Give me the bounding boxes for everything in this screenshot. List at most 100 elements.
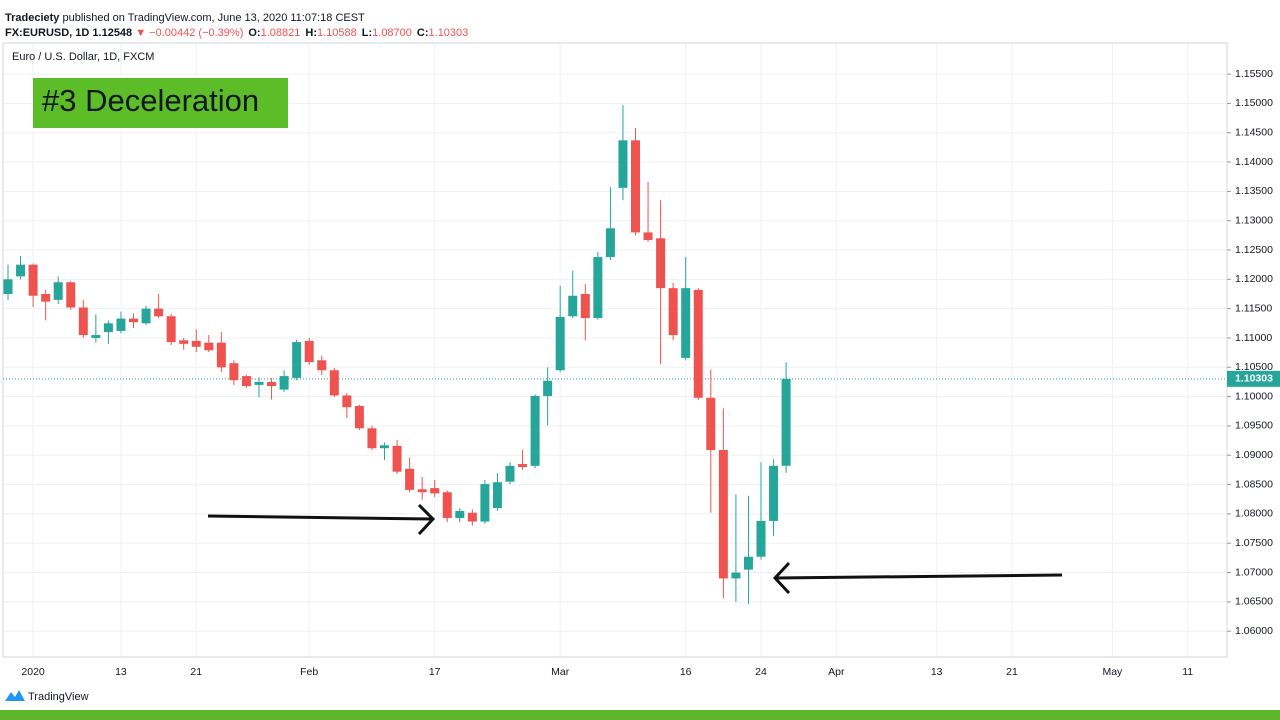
chart-frame <box>2 42 1228 658</box>
header-line-1: Tradeciety published on TradingView.com,… <box>5 12 365 24</box>
candle-body <box>254 381 264 385</box>
last-price-box <box>1227 370 1280 387</box>
x-tick-label: 17 <box>429 666 441 678</box>
candle-body <box>354 406 364 429</box>
bottom-bar <box>0 710 1280 720</box>
grid <box>3 43 1227 657</box>
ohlc: O:1.08821 H:1.10588 L:1.08700 C:1.10303 <box>248 27 468 39</box>
candle-body <box>643 232 653 241</box>
y-tick-label: 1.14500 <box>1235 127 1273 139</box>
candle-body <box>166 316 176 343</box>
y-tick-label: 1.08500 <box>1235 478 1273 490</box>
candle-body <box>292 342 302 378</box>
candle-body <box>656 238 666 289</box>
footer-logo <box>5 690 25 701</box>
x-tick-label: Apr <box>828 666 845 678</box>
candle-body <box>28 264 38 296</box>
y-tick-label: 1.13000 <box>1235 214 1273 226</box>
candle-body <box>204 342 214 351</box>
candle-body <box>154 308 164 317</box>
y-tick-label: 1.06500 <box>1235 596 1273 608</box>
footer-brand: TradingView <box>28 691 89 703</box>
arrow <box>772 561 1063 595</box>
y-tick-label: 1.08000 <box>1235 508 1273 520</box>
ohlc-key: L: <box>362 27 372 39</box>
candle-body <box>241 376 251 387</box>
candle-body <box>3 279 13 294</box>
ohlc-key: O: <box>248 27 260 39</box>
candle-body <box>405 468 415 490</box>
candle-body <box>430 488 440 494</box>
y-tick-label: 1.13500 <box>1235 185 1273 197</box>
candle-body <box>191 340 201 347</box>
candle-body <box>693 289 703 398</box>
plot: 1.06000 1.06500 1.07000 1.07500 1.08000 1.085… <box>3 68 1280 678</box>
header-line-2: FX:EURUSD, 1D 1.12548 ▼ −0.00442 (−0.39%… <box>5 27 468 39</box>
chart-title: Euro / U.S. Dollar, 1D, FXCM <box>12 51 154 63</box>
candle-body <box>681 288 691 358</box>
candle-body <box>317 360 327 371</box>
x-tick-label: 21 <box>190 666 202 678</box>
candle-body <box>756 520 766 557</box>
candle-body <box>91 335 101 338</box>
x-tick-label: Feb <box>300 666 318 678</box>
candle-body <box>505 465 515 482</box>
annotation: #3 Deceleration <box>42 83 259 118</box>
candle-body <box>41 293 51 302</box>
x-tick-label: Mar <box>551 666 570 678</box>
candle-body <box>78 307 88 336</box>
candle-body <box>769 465 779 521</box>
price: 1.12548 <box>92 27 132 39</box>
candle-body <box>530 396 540 466</box>
candle-body <box>555 316 565 371</box>
y-tick-label: 1.10500 <box>1235 361 1273 373</box>
candle-body <box>731 572 741 579</box>
candle-body <box>116 318 126 331</box>
last-price-label: 1.10303 <box>1235 373 1273 385</box>
ohlc-key: H: <box>305 27 317 39</box>
change: ▼ −0.00442 (−0.39%) <box>135 27 243 39</box>
candle-body <box>781 378 791 466</box>
candle-body <box>392 445 402 472</box>
ohlc-value: 1.10588 <box>317 27 357 39</box>
x-tick-label: May <box>1102 666 1123 678</box>
y-tick-label: 1.11500 <box>1235 302 1272 314</box>
candle-body <box>455 510 465 519</box>
candle-body <box>706 397 716 450</box>
candle-body <box>442 492 452 519</box>
candle-body <box>543 380 553 397</box>
candle-body <box>329 370 339 396</box>
annotation-box <box>33 78 288 128</box>
candle-body <box>743 556 753 570</box>
y-tick-label: 1.09000 <box>1235 449 1273 461</box>
y-tick-label: 1.12000 <box>1235 273 1273 285</box>
x-tick-label: 13 <box>931 666 943 678</box>
x-tick-label: 16 <box>680 666 692 678</box>
candle-body <box>480 484 490 522</box>
y-tick-label: 1.14000 <box>1235 156 1273 168</box>
symbol: FX:EURUSD, 1D <box>5 27 89 39</box>
candle-body <box>417 489 427 493</box>
candle-body <box>580 293 590 319</box>
ohlc-value: 1.08700 <box>372 27 412 39</box>
x-tick-label: 13 <box>115 666 127 678</box>
candle-body <box>518 464 528 467</box>
candle-body <box>367 428 377 449</box>
candle-body <box>304 340 314 363</box>
arrow <box>207 503 436 536</box>
y-tick-label: 1.11000 <box>1235 332 1272 344</box>
ohlc-value: 1.10303 <box>429 27 469 39</box>
candle-body <box>216 342 226 368</box>
candle-body <box>267 381 277 387</box>
candle-body <box>66 282 76 308</box>
candle-body <box>141 308 151 324</box>
candle-body <box>492 482 502 509</box>
candle-body <box>16 264 26 277</box>
candle-body <box>129 318 138 323</box>
candle-body <box>342 395 352 408</box>
x-tick-label: 2020 <box>21 666 45 678</box>
candle-body <box>568 295 578 317</box>
candle-body <box>279 376 289 390</box>
